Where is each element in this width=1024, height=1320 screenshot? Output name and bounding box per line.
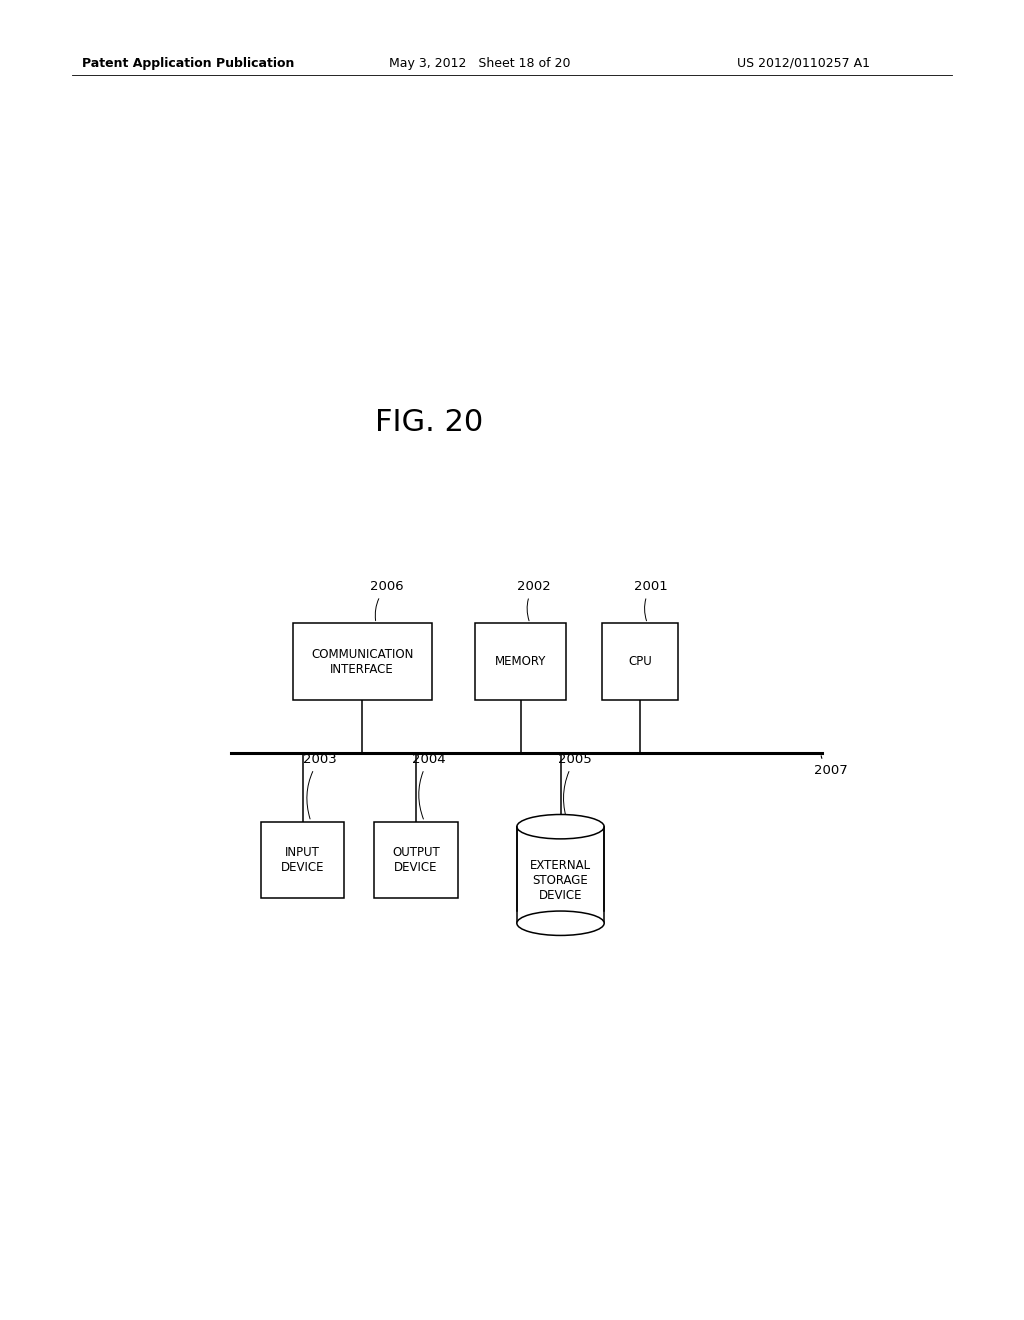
Bar <box>517 826 604 923</box>
Bar <box>375 821 458 898</box>
Bar <box>475 623 566 700</box>
Text: 2006: 2006 <box>370 581 403 620</box>
Bar <box>518 826 603 911</box>
Text: 2001: 2001 <box>634 581 668 620</box>
Ellipse shape <box>517 911 604 936</box>
Text: 2005: 2005 <box>558 754 592 824</box>
Text: EXTERNAL
STORAGE
DEVICE: EXTERNAL STORAGE DEVICE <box>530 858 591 902</box>
Text: CPU: CPU <box>628 655 651 668</box>
Text: Patent Application Publication: Patent Application Publication <box>82 57 294 70</box>
Ellipse shape <box>517 814 604 840</box>
Text: FIG. 20: FIG. 20 <box>376 408 483 437</box>
Bar <box>261 821 344 898</box>
Text: OUTPUT
DEVICE: OUTPUT DEVICE <box>392 846 440 874</box>
Text: MEMORY: MEMORY <box>496 655 547 668</box>
Text: 2004: 2004 <box>412 754 445 818</box>
Bar <box>602 623 678 700</box>
Text: 2003: 2003 <box>303 754 336 818</box>
Text: INPUT
DEVICE: INPUT DEVICE <box>281 846 325 874</box>
Text: US 2012/0110257 A1: US 2012/0110257 A1 <box>737 57 870 70</box>
Text: May 3, 2012   Sheet 18 of 20: May 3, 2012 Sheet 18 of 20 <box>389 57 570 70</box>
Text: 2007: 2007 <box>814 756 848 776</box>
Bar <box>293 623 431 700</box>
Text: COMMUNICATION
INTERFACE: COMMUNICATION INTERFACE <box>311 648 414 676</box>
Text: 2002: 2002 <box>517 581 551 620</box>
